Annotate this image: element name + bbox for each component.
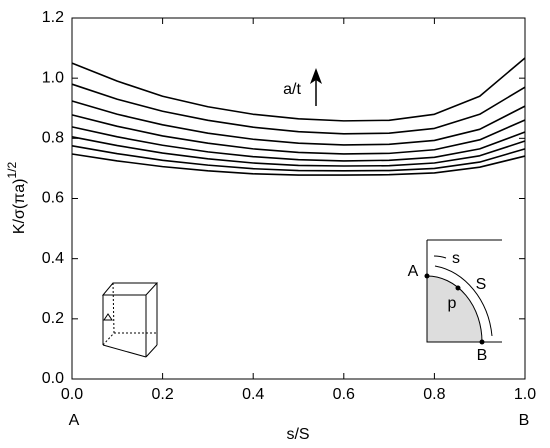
curve bbox=[71, 126, 526, 162]
curve bbox=[71, 57, 526, 122]
curve bbox=[71, 145, 526, 172]
curve bbox=[71, 153, 526, 176]
x-tick-label: 0.0 bbox=[61, 386, 83, 403]
y-tick-label: 1.2 bbox=[42, 9, 64, 26]
specimen-sketch bbox=[101, 282, 159, 358]
inset-label: p bbox=[448, 295, 457, 312]
inset-label: S bbox=[476, 276, 487, 293]
x-end-label: B bbox=[519, 412, 530, 429]
x-axis-label: s/S bbox=[286, 426, 309, 443]
inset-label: B bbox=[477, 347, 488, 364]
x-tick-label: 0.2 bbox=[151, 386, 173, 403]
y-axis-label-main: K/σ(πa) bbox=[11, 179, 28, 235]
x-end-label: A bbox=[69, 412, 80, 429]
curve bbox=[71, 114, 526, 155]
y-tick-label: 0.6 bbox=[42, 190, 64, 207]
y-tick-label: 0.4 bbox=[42, 250, 64, 267]
y-axis-label-sup: 1/2 bbox=[5, 162, 19, 179]
x-tick-label: 0.8 bbox=[423, 386, 445, 403]
y-axis-label: K/σ(πa)1/2 bbox=[5, 162, 28, 235]
y-tick-label: 0.2 bbox=[42, 310, 64, 327]
inset-label: s bbox=[452, 250, 460, 267]
y-tick-label: 0.8 bbox=[42, 130, 64, 147]
x-tick-label: 0.4 bbox=[242, 386, 264, 403]
curve bbox=[71, 136, 526, 167]
curve bbox=[71, 100, 526, 146]
x-tick-label: 0.6 bbox=[333, 386, 355, 403]
arrow-annotation: a/t bbox=[283, 81, 301, 98]
arrow-head bbox=[310, 68, 322, 84]
crack-sketch bbox=[424, 239, 502, 345]
y-tick-label: 1.0 bbox=[42, 69, 64, 86]
curve bbox=[71, 83, 526, 135]
x-tick-label: 1.0 bbox=[514, 386, 536, 403]
y-tick-label: 0.0 bbox=[42, 370, 64, 387]
inset-label: A bbox=[408, 263, 419, 280]
